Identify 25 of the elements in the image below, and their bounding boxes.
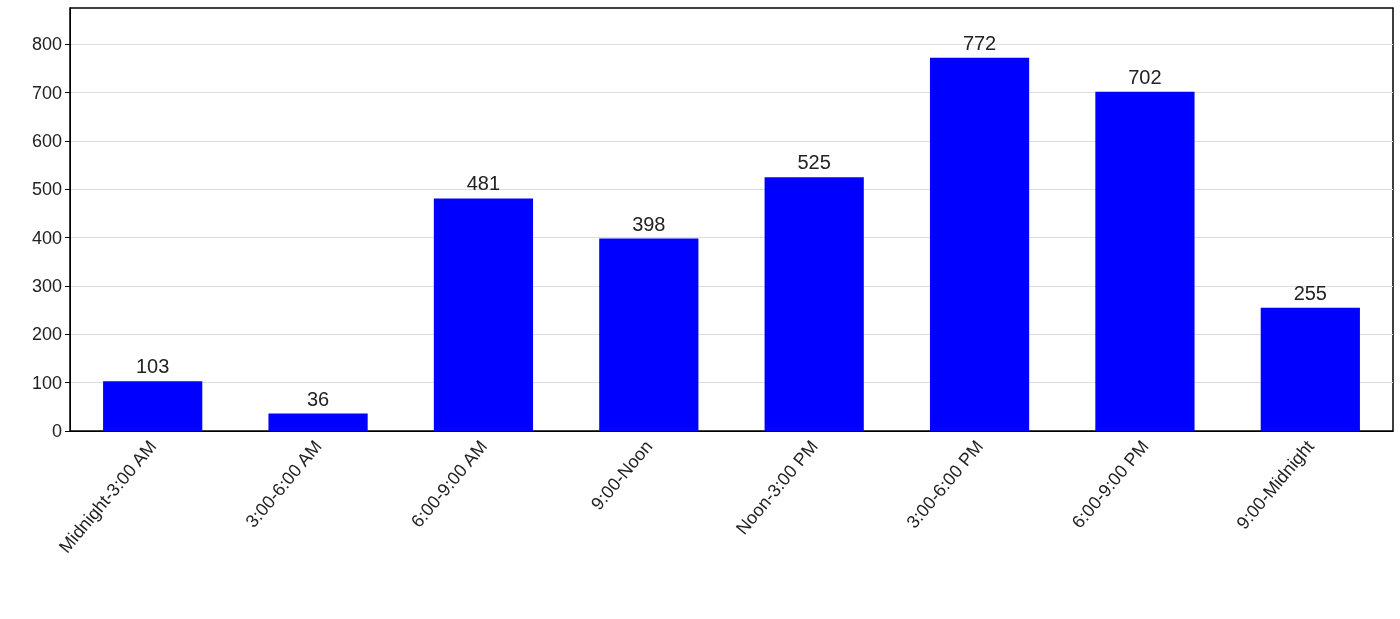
- y-tick-label: 400: [31, 227, 62, 248]
- y-tick-label: 300: [31, 275, 62, 296]
- data-label: 103: [136, 355, 170, 378]
- bar: [268, 413, 368, 431]
- bar: [929, 57, 1030, 431]
- y-tick-label: 100: [31, 372, 62, 393]
- bar: [1260, 307, 1360, 431]
- y-tick-label: 600: [31, 130, 62, 151]
- bar: [764, 177, 864, 431]
- data-label: 255: [1293, 281, 1327, 304]
- y-tick-label: 800: [31, 34, 62, 55]
- y-tick-label: 500: [31, 179, 62, 200]
- y-tick-label: 0: [51, 421, 62, 441]
- data-label: 772: [962, 31, 997, 54]
- data-label: 481: [466, 172, 501, 195]
- y-tick-label: 200: [31, 324, 62, 345]
- data-label: 702: [1128, 65, 1162, 88]
- bar: [103, 381, 203, 431]
- bar: [433, 198, 534, 431]
- bar: [599, 238, 699, 431]
- data-label: 398: [632, 212, 666, 235]
- bar: [1095, 91, 1195, 431]
- data-label: 525: [797, 151, 831, 174]
- y-tick-label: 700: [31, 82, 62, 103]
- data-label: 36: [306, 387, 330, 410]
